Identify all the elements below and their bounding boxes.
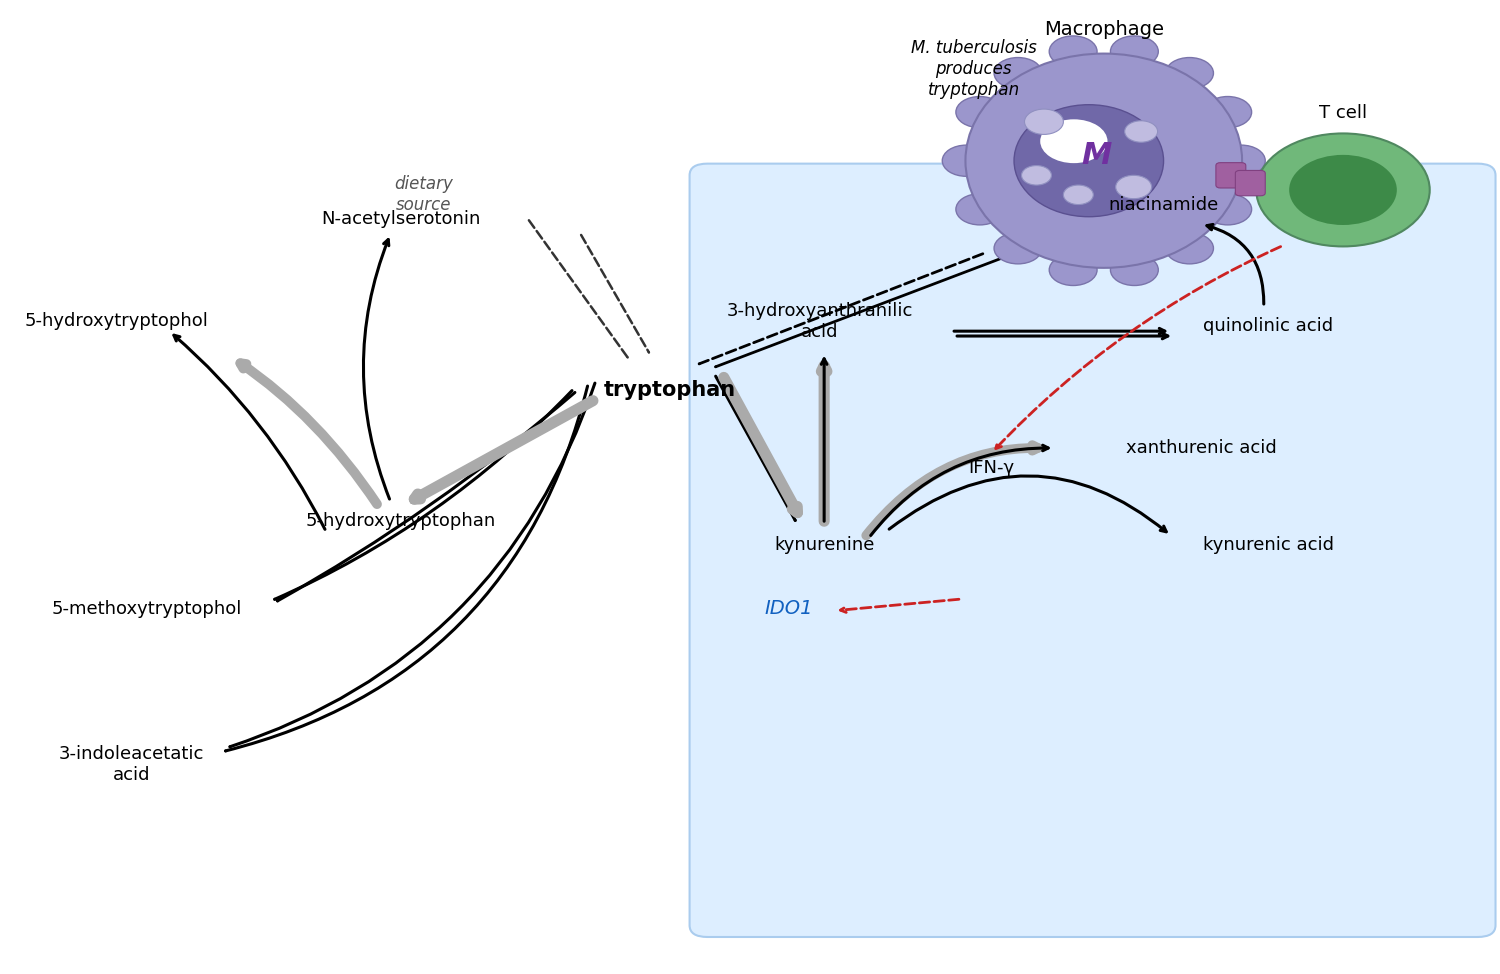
FancyArrowPatch shape [278, 393, 574, 601]
Circle shape [1048, 254, 1096, 285]
Circle shape [956, 96, 1004, 128]
Text: T cell: T cell [1318, 104, 1366, 122]
Circle shape [1110, 254, 1158, 285]
Circle shape [1288, 155, 1396, 225]
FancyArrowPatch shape [580, 235, 650, 353]
Text: 3-hydroxyanthranilic
acid: 3-hydroxyanthranilic acid [726, 302, 914, 341]
Circle shape [1218, 145, 1264, 176]
Text: 3-indoleacetatic
acid: 3-indoleacetatic acid [58, 745, 204, 784]
Text: quinolinic acid: quinolinic acid [1203, 318, 1334, 335]
Circle shape [1166, 57, 1214, 89]
FancyArrowPatch shape [716, 256, 1008, 367]
Circle shape [994, 233, 1042, 264]
Text: IFN-γ: IFN-γ [969, 459, 1014, 476]
Text: M. tuberculosis
produces
tryptophan: M. tuberculosis produces tryptophan [910, 39, 1036, 98]
FancyArrowPatch shape [699, 254, 982, 364]
Ellipse shape [1040, 120, 1107, 163]
Text: xanthurenic acid: xanthurenic acid [1125, 439, 1276, 457]
Circle shape [1166, 233, 1214, 264]
FancyArrowPatch shape [225, 386, 588, 751]
Circle shape [1204, 96, 1251, 128]
Circle shape [956, 194, 1004, 225]
Circle shape [942, 145, 990, 176]
FancyArrowPatch shape [716, 376, 795, 520]
Circle shape [1022, 166, 1052, 185]
FancyArrowPatch shape [413, 400, 594, 503]
Circle shape [1116, 175, 1152, 199]
FancyBboxPatch shape [1216, 163, 1246, 188]
Text: dietary
source: dietary source [394, 175, 453, 214]
Circle shape [1048, 36, 1096, 67]
Text: kynurenine: kynurenine [774, 537, 874, 554]
FancyBboxPatch shape [1236, 170, 1264, 196]
Circle shape [1110, 36, 1158, 67]
Text: kynurenic acid: kynurenic acid [1203, 537, 1334, 554]
Circle shape [1204, 194, 1251, 225]
Text: 5-hydroxytryptophan: 5-hydroxytryptophan [306, 512, 497, 530]
Circle shape [1064, 185, 1094, 205]
Ellipse shape [966, 54, 1242, 268]
FancyArrowPatch shape [274, 391, 572, 599]
FancyBboxPatch shape [690, 164, 1496, 937]
Text: Macrophage: Macrophage [1044, 19, 1164, 39]
Text: 5-hydroxytryptophol: 5-hydroxytryptophol [26, 313, 209, 330]
FancyArrowPatch shape [230, 383, 596, 747]
Circle shape [994, 57, 1042, 89]
Text: N-acetylserotonin: N-acetylserotonin [321, 210, 480, 228]
Text: tryptophan: tryptophan [604, 380, 736, 399]
Circle shape [1024, 109, 1063, 134]
Text: niacinamide: niacinamide [1108, 196, 1218, 213]
Text: M: M [1082, 141, 1112, 170]
Ellipse shape [1014, 105, 1164, 217]
Text: IDO1: IDO1 [765, 599, 813, 618]
Circle shape [1257, 133, 1430, 246]
Text: 5-methoxytryptophol: 5-methoxytryptophol [51, 600, 242, 618]
Circle shape [1125, 121, 1158, 142]
FancyArrowPatch shape [530, 220, 627, 357]
